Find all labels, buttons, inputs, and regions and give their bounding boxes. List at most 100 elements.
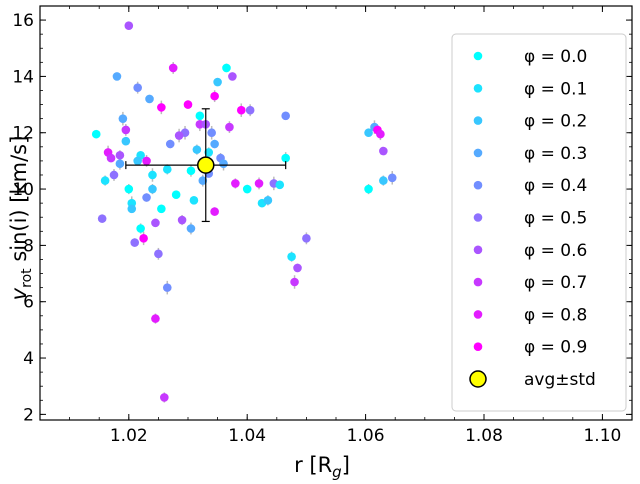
data-point bbox=[154, 249, 163, 259]
data-point bbox=[171, 190, 181, 199]
legend-label: φ = 0.6 bbox=[524, 241, 587, 261]
data-point bbox=[364, 184, 373, 194]
y-tick-label: 14 bbox=[12, 67, 34, 87]
data-point bbox=[124, 21, 134, 31]
data-point bbox=[142, 193, 151, 202]
x-tick-label: 1.06 bbox=[347, 426, 385, 446]
x-tick-label: 1.08 bbox=[465, 426, 503, 446]
y-tick-label: 2 bbox=[23, 405, 34, 425]
data-point bbox=[148, 170, 157, 180]
legend-label: φ = 0.0 bbox=[524, 47, 587, 67]
legend-marker bbox=[473, 342, 483, 352]
data-point bbox=[263, 196, 273, 205]
data-point bbox=[236, 105, 246, 115]
data-point bbox=[130, 238, 140, 247]
data-point bbox=[302, 234, 311, 243]
y-tick-label: 4 bbox=[23, 349, 34, 369]
data-point bbox=[151, 218, 160, 228]
data-point bbox=[160, 393, 169, 402]
data-point bbox=[168, 63, 178, 73]
data-point bbox=[148, 184, 157, 194]
data-point bbox=[100, 176, 110, 185]
legend-marker bbox=[473, 213, 483, 222]
data-point bbox=[183, 100, 193, 109]
data-point bbox=[145, 94, 154, 104]
data-point bbox=[364, 128, 373, 138]
data-point bbox=[157, 204, 166, 214]
data-point bbox=[106, 153, 116, 163]
data-point bbox=[210, 91, 219, 101]
data-point bbox=[121, 125, 131, 135]
data-point bbox=[115, 150, 125, 160]
y-tick-label: 6 bbox=[23, 293, 34, 313]
data-point bbox=[195, 119, 205, 129]
data-point bbox=[192, 145, 202, 154]
legend-box bbox=[451, 33, 627, 412]
legend-label: φ = 0.7 bbox=[524, 273, 587, 293]
legend-marker bbox=[473, 116, 483, 125]
data-point bbox=[219, 159, 228, 169]
data-point bbox=[213, 77, 222, 87]
data-point bbox=[186, 166, 196, 176]
y-tick-label: 12 bbox=[12, 124, 34, 144]
data-point bbox=[195, 111, 205, 121]
legend-avg-marker bbox=[469, 370, 487, 388]
legend-marker bbox=[473, 245, 483, 255]
data-point bbox=[189, 196, 199, 205]
data-point bbox=[136, 224, 145, 233]
x-tick-label: 1.02 bbox=[110, 426, 148, 446]
data-point bbox=[177, 215, 187, 225]
data-point bbox=[379, 176, 388, 185]
data-point bbox=[91, 129, 101, 139]
data-point bbox=[174, 131, 184, 140]
data-point bbox=[198, 176, 208, 185]
data-point bbox=[245, 105, 255, 115]
legend-marker bbox=[473, 310, 483, 319]
data-point bbox=[157, 103, 166, 112]
data-point bbox=[287, 252, 296, 261]
data-point bbox=[210, 207, 219, 216]
legend-label: φ = 0.3 bbox=[524, 144, 587, 164]
legend-label: φ = 0.2 bbox=[524, 112, 587, 132]
legend-label: φ = 0.5 bbox=[524, 209, 587, 229]
data-point bbox=[109, 170, 119, 180]
legend-marker bbox=[473, 51, 483, 61]
legend-marker bbox=[473, 180, 483, 190]
avg-marker bbox=[197, 156, 215, 174]
data-point bbox=[225, 122, 234, 132]
data-point bbox=[165, 139, 175, 149]
data-point bbox=[387, 173, 397, 183]
data-point bbox=[162, 283, 172, 292]
data-point bbox=[112, 72, 122, 81]
data-point bbox=[133, 156, 142, 166]
data-point bbox=[281, 153, 290, 163]
data-point bbox=[207, 128, 216, 138]
data-point bbox=[142, 156, 151, 166]
x-tick-label: 1.10 bbox=[583, 426, 621, 446]
legend-marker bbox=[473, 277, 483, 287]
legend: φ = 0.0 φ = 0.1 φ = 0.2 φ = 0.3 φ = 0.4 φ = 0… bbox=[451, 33, 627, 412]
legend-label: φ = 0.1 bbox=[524, 79, 587, 99]
data-point bbox=[121, 136, 131, 146]
data-point bbox=[275, 180, 285, 190]
data-point bbox=[127, 204, 137, 214]
data-point bbox=[228, 72, 237, 81]
legend-label: φ = 0.9 bbox=[524, 338, 587, 358]
data-point bbox=[115, 159, 125, 169]
y-tick-label: 16 bbox=[12, 11, 34, 31]
legend-avg-label: avg±std bbox=[524, 370, 596, 390]
x-tick-label: 1.04 bbox=[228, 426, 266, 446]
data-point bbox=[376, 129, 385, 139]
data-point bbox=[139, 234, 148, 243]
data-point bbox=[293, 263, 302, 273]
data-point bbox=[242, 184, 252, 194]
data-point bbox=[162, 165, 172, 174]
data-point bbox=[133, 83, 142, 92]
data-point bbox=[222, 63, 231, 73]
data-point bbox=[210, 139, 219, 149]
data-point bbox=[124, 184, 134, 194]
y-tick-label: 10 bbox=[12, 180, 34, 200]
legend-marker bbox=[473, 84, 483, 93]
data-point bbox=[118, 114, 128, 123]
